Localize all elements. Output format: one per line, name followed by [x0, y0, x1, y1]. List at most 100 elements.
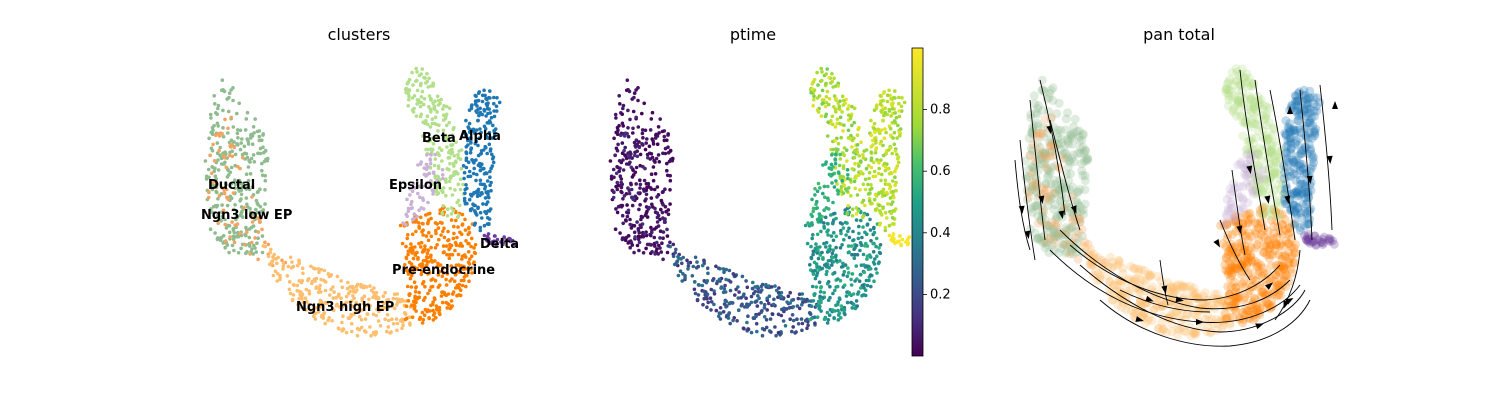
cell-point-clusters	[427, 230, 431, 235]
cell-point-ptime	[692, 280, 697, 284]
cell-point-ptime	[861, 283, 865, 288]
cell-point-clusters	[359, 325, 364, 330]
cell-point-ptime	[764, 325, 769, 330]
cell-point-ptime	[799, 317, 804, 321]
cell-point-ptime	[872, 126, 876, 131]
cell-point-pan-total	[1047, 193, 1057, 203]
cell-point-ptime	[852, 238, 856, 242]
cell-point-ptime	[884, 151, 889, 156]
cell-point-pan-total	[1157, 318, 1167, 327]
cell-point-pan-total	[1206, 327, 1216, 337]
cell-point-clusters	[415, 214, 419, 219]
cell-point-ptime	[805, 241, 810, 246]
cell-point-clusters	[419, 112, 424, 117]
cell-point-pan-total	[1143, 269, 1153, 279]
cell-point-ptime	[776, 312, 781, 317]
cell-point-ptime	[641, 136, 645, 140]
cell-point-ptime	[663, 187, 667, 191]
cell-point-ptime	[831, 248, 835, 252]
cell-point-clusters	[468, 174, 473, 179]
cell-point-ptime	[870, 201, 874, 206]
cell-point-clusters	[224, 187, 229, 192]
cell-point-ptime	[616, 204, 621, 209]
cell-point-ptime	[849, 300, 853, 305]
cell-point-clusters	[235, 111, 239, 116]
cell-point-pan-total	[1180, 326, 1190, 336]
cell-point-pan-total	[1109, 280, 1118, 290]
cell-point-ptime	[853, 279, 857, 283]
cell-point-pan-total	[1269, 168, 1279, 178]
cell-point-pan-total	[1078, 142, 1088, 152]
cell-point-clusters	[361, 301, 366, 306]
cell-point-ptime	[712, 292, 717, 296]
cell-point-pan-total	[1251, 313, 1261, 323]
cell-point-pan-total	[1262, 269, 1272, 279]
cell-point-ptime	[838, 221, 843, 225]
cell-point-pan-total	[1227, 68, 1237, 78]
cell-point-pan-total	[1230, 293, 1240, 303]
cell-point-ptime	[899, 104, 904, 109]
cell-point-ptime	[894, 180, 898, 185]
cell-point-clusters	[313, 317, 318, 321]
cell-point-clusters	[477, 161, 482, 166]
cell-point-pan-total	[1093, 253, 1103, 262]
cell-point-pan-total	[1256, 260, 1266, 270]
cell-point-pan-total	[1263, 135, 1272, 145]
cell-point-clusters	[325, 301, 330, 305]
cell-point-pan-total	[1227, 262, 1237, 271]
cell-point-clusters	[456, 252, 461, 257]
cell-point-pan-total	[1231, 295, 1241, 305]
cell-point-pan-total	[1073, 187, 1082, 197]
cell-point-pan-total	[1182, 282, 1192, 292]
cell-point-pan-total	[1269, 151, 1279, 161]
cell-point-pan-total	[1231, 287, 1241, 297]
cell-point-clusters	[417, 224, 421, 229]
cell-point-clusters	[486, 237, 491, 241]
cell-point-pan-total	[1221, 253, 1231, 262]
cell-point-pan-total	[1240, 282, 1250, 292]
cell-point-clusters	[425, 263, 429, 267]
cell-point-ptime	[839, 304, 844, 308]
cell-point-pan-total	[1294, 88, 1304, 98]
cell-point-pan-total	[1235, 314, 1245, 324]
cell-point-clusters	[304, 287, 309, 292]
cell-point-clusters	[212, 169, 216, 174]
cell-point-clusters	[486, 136, 490, 140]
cell-point-pan-total	[1264, 244, 1274, 254]
cell-point-pan-total	[1277, 241, 1287, 251]
cell-point-ptime	[676, 254, 680, 259]
cell-point-clusters	[406, 104, 411, 108]
cell-point-pan-total	[1232, 95, 1242, 105]
cell-point-clusters	[221, 126, 225, 130]
cell-point-pan-total	[1261, 111, 1271, 121]
cell-point-pan-total	[1129, 311, 1139, 321]
pan-total-title: pan total	[1143, 25, 1215, 44]
cell-point-clusters	[460, 212, 465, 217]
cell-point-pan-total	[1239, 245, 1248, 255]
cell-point-ptime	[616, 142, 620, 147]
cell-point-pan-total	[1264, 300, 1274, 310]
cell-point-ptime	[712, 289, 716, 293]
cell-point-ptime	[644, 141, 648, 145]
cell-point-ptime	[853, 246, 857, 250]
cell-point-ptime	[863, 177, 868, 182]
cell-point-ptime	[870, 186, 874, 191]
cell-point-pan-total	[1223, 77, 1233, 87]
cell-point-ptime	[644, 192, 649, 197]
cell-point-ptime	[896, 155, 901, 159]
cell-point-clusters	[443, 178, 448, 182]
cell-point-ptime	[866, 267, 871, 272]
cell-point-clusters	[260, 161, 264, 166]
cell-point-clusters	[476, 118, 480, 123]
cell-point-clusters	[412, 280, 417, 285]
cell-point-clusters	[508, 237, 512, 241]
cell-point-pan-total	[1237, 308, 1247, 318]
cell-point-clusters	[271, 273, 276, 278]
cell-point-ptime	[849, 244, 854, 248]
cell-point-clusters	[317, 287, 322, 291]
cell-point-clusters	[406, 252, 410, 257]
cell-point-pan-total	[1087, 259, 1096, 269]
cell-point-ptime	[805, 326, 809, 331]
cell-point-clusters	[411, 181, 416, 186]
cell-point-clusters	[243, 128, 248, 132]
